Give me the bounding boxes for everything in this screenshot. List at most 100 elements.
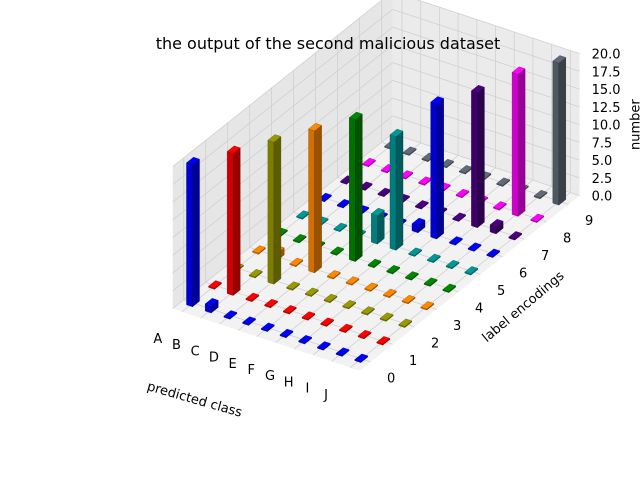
bar (364, 282, 379, 292)
bar-top-face (204, 298, 219, 307)
bar-top-face (360, 306, 375, 315)
bar (252, 245, 266, 255)
grid-line-z (392, 115, 580, 179)
z-tick-label: 17.5 (592, 65, 621, 80)
bar-side-face (517, 68, 526, 217)
bar (408, 247, 423, 257)
grid-line-z (172, 62, 393, 238)
grid-line-z (172, 0, 383, 167)
bar-top-face (289, 257, 304, 266)
bar-front-face (511, 72, 519, 217)
y-tick-label: 5 (497, 284, 505, 299)
bar-top-face (335, 347, 350, 356)
bar-front-face (389, 134, 397, 251)
bar (282, 305, 297, 315)
bar-side-face (273, 136, 282, 285)
grid-line-z (172, 9, 393, 185)
bar-side-face (436, 98, 444, 240)
bar (533, 189, 548, 200)
bar (316, 341, 331, 351)
bar (242, 316, 257, 326)
bar-top-face (364, 282, 379, 291)
z-tick-label: 0.0 (592, 190, 613, 205)
bar-top-face (208, 280, 222, 289)
bar (455, 188, 470, 199)
bar-front-face (226, 151, 234, 296)
bar (486, 248, 501, 259)
bar (342, 300, 357, 310)
bar (320, 317, 335, 327)
x-tick-label: H (284, 375, 294, 390)
bar (370, 207, 385, 245)
bar-top-face (301, 311, 316, 320)
z-tick-label: 15.0 (592, 83, 621, 98)
bar (386, 265, 401, 275)
bar (286, 281, 301, 291)
bar (382, 288, 397, 299)
bar-top-face (402, 146, 417, 155)
bar-top-face (442, 283, 457, 292)
bar-top-face (492, 201, 507, 210)
bar-top-face (245, 292, 260, 301)
bar (492, 201, 507, 211)
bar (530, 213, 545, 224)
bar-top-face (467, 242, 482, 251)
bar (326, 270, 341, 280)
bars (186, 55, 567, 364)
bar (470, 84, 485, 229)
bar-top-face (382, 288, 397, 297)
bar-top-face (408, 247, 423, 256)
x-tick-label: F (248, 363, 255, 378)
z-tick-label: 20.0 (592, 48, 621, 63)
bar (301, 311, 316, 321)
bar-front-face (430, 101, 437, 240)
grid-line-z (172, 26, 393, 203)
bar-top-face (370, 207, 385, 216)
z-tick-label: 10.0 (592, 119, 621, 134)
grid-line-z (416, 0, 580, 54)
bar (452, 212, 467, 222)
bar-top-face (323, 293, 338, 302)
bar (338, 323, 353, 334)
bar-top-face (426, 253, 441, 262)
bar-top-face (430, 96, 445, 105)
bar-front-face (371, 213, 378, 245)
bar-top-face (423, 277, 438, 286)
bar (335, 347, 350, 357)
bar-top-face (420, 301, 435, 310)
bar (308, 123, 323, 274)
bar (362, 157, 376, 168)
y-tick-label: 6 (519, 267, 527, 282)
y-tick-label: 7 (541, 249, 549, 264)
x-tick-label: C (191, 344, 200, 359)
bar (296, 210, 310, 220)
bar-side-face (355, 113, 363, 263)
bar (376, 336, 391, 346)
bar-top-face (511, 66, 526, 75)
bar-top-face (452, 212, 467, 221)
bar-top-face (267, 134, 282, 143)
y-tick-label: 3 (453, 319, 461, 334)
bar-top-face (330, 246, 345, 255)
bar (414, 200, 429, 210)
z-tick-label: 7.5 (592, 136, 613, 151)
bar (404, 271, 419, 281)
x-tick-label: D (209, 351, 219, 366)
chart-title: the output of the second malicious datas… (156, 34, 501, 53)
bar (426, 253, 441, 264)
bar-top-face (496, 177, 511, 186)
grid-line-z (172, 80, 393, 256)
bar-front-face (349, 117, 356, 262)
bar (430, 96, 445, 240)
bar-top-face (354, 353, 369, 362)
bar-top-face (223, 310, 238, 319)
bar-top-face (298, 335, 313, 344)
grid-line-z (392, 62, 580, 125)
bar-top-face (316, 341, 331, 350)
bar-top-face (226, 145, 241, 154)
bar-top-face (386, 265, 401, 274)
bar (445, 259, 460, 270)
bar (508, 231, 523, 241)
